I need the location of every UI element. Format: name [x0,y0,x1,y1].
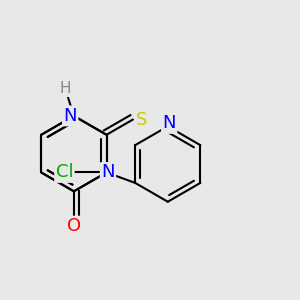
Text: O: O [67,217,81,235]
Text: H: H [59,81,71,96]
Text: N: N [64,107,77,125]
Text: S: S [136,111,147,129]
Text: N: N [163,114,176,132]
Text: N: N [101,164,115,181]
Text: Cl: Cl [56,164,73,181]
